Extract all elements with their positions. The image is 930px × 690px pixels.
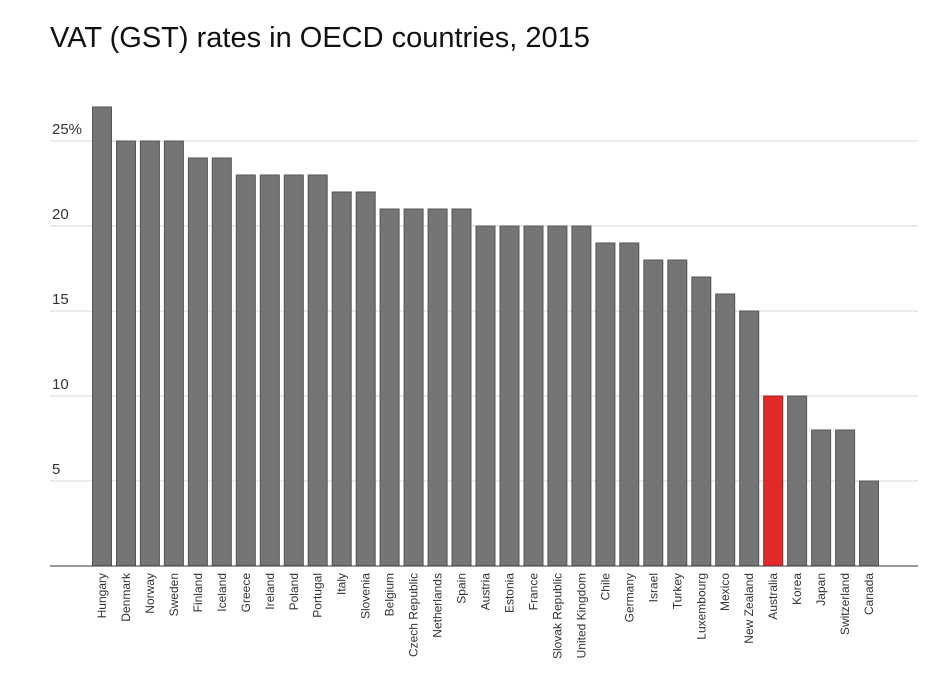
x-tick-label: Belgium (383, 573, 397, 616)
bar-chile (595, 242, 616, 567)
bar-japan (811, 429, 832, 567)
y-tick-label: 20 (52, 206, 69, 223)
y-tick-label: 25% (52, 121, 82, 138)
bar-greece (235, 174, 256, 567)
x-tick-label: Chile (598, 573, 612, 601)
x-tick-label: Germany (622, 573, 636, 622)
x-tick-label: Slovenia (359, 573, 373, 619)
bar-poland (283, 174, 304, 567)
bar-mexico (715, 293, 736, 567)
bar-iceland (211, 157, 232, 567)
bar-turkey (667, 259, 688, 567)
bar-norway (139, 140, 160, 567)
x-tick-label: Switzerland (838, 573, 852, 635)
bar-belgium (379, 208, 400, 567)
bar-hungary (92, 106, 112, 567)
x-tick-label: United Kingdom (574, 573, 588, 658)
bar-finland (187, 157, 208, 567)
bar-australia (763, 395, 784, 567)
x-tick-label: Israel (646, 573, 660, 602)
bar-austria (475, 225, 496, 567)
x-tick-label: Denmark (119, 572, 133, 622)
bar-slovak-republic (547, 225, 568, 567)
x-tick-label: Austria (479, 573, 493, 611)
x-tick-label: Canada (862, 573, 876, 615)
x-tick-label: Portugal (311, 573, 325, 618)
y-tick-label: 5 (52, 461, 60, 478)
x-tick-label: Mexico (718, 573, 732, 611)
bars (92, 106, 879, 567)
x-tick-label: Norway (143, 573, 157, 614)
bar-estonia (499, 225, 520, 567)
bar-switzerland (835, 429, 856, 567)
bar-new-zealand (739, 310, 760, 567)
bar-luxembourg (691, 276, 712, 567)
x-tick-label: Netherlands (431, 573, 445, 638)
bar-sweden (163, 140, 184, 567)
bar-france (523, 225, 544, 567)
bar-slovenia (355, 191, 376, 567)
x-tick-label: France (527, 573, 541, 611)
bar-spain (451, 208, 472, 567)
x-tick-label: Korea (790, 573, 804, 605)
x-tick-label: Estonia (503, 573, 517, 613)
x-tick-label: Italy (335, 573, 349, 595)
x-axis-labels: Hungary Denmark Norway Sweden Finland Iceland… (95, 572, 876, 659)
x-tick-label: Iceland (215, 573, 229, 612)
x-tick-label: Turkey (670, 573, 684, 609)
x-tick-label: Australia (766, 573, 780, 620)
x-tick-label: Czech Republic (407, 573, 421, 657)
bar-united-kingdom (571, 225, 592, 567)
bar-denmark (116, 140, 136, 567)
bar-czech-republic (403, 208, 424, 567)
x-tick-label: Ireland (263, 573, 277, 610)
bar-israel (643, 259, 664, 567)
x-tick-label: New Zealand (742, 573, 756, 644)
bar-germany (619, 242, 640, 567)
x-tick-label: Greece (239, 573, 253, 613)
x-tick-label: Slovak Republic (550, 573, 564, 659)
bar-canada (859, 480, 879, 567)
bar-portugal (307, 174, 328, 567)
x-tick-label: Japan (814, 573, 828, 606)
x-tick-label: Sweden (167, 573, 181, 616)
bar-korea (787, 395, 808, 567)
bar-ireland (259, 174, 280, 567)
x-tick-label: Hungary (95, 573, 109, 618)
y-tick-label: 10 (52, 376, 69, 393)
y-tick-label: 15 (52, 291, 69, 308)
bar-italy (331, 191, 352, 567)
x-tick-label: Luxembourg (694, 573, 708, 640)
bar-netherlands (427, 208, 448, 567)
y-axis-labels: 5 10 15 20 25% (52, 121, 82, 478)
x-tick-label: Spain (455, 573, 469, 604)
x-tick-label: Poland (287, 573, 301, 610)
chart-title: VAT (GST) rates in OECD countries, 2015 (50, 22, 590, 54)
x-tick-label: Finland (191, 573, 205, 612)
